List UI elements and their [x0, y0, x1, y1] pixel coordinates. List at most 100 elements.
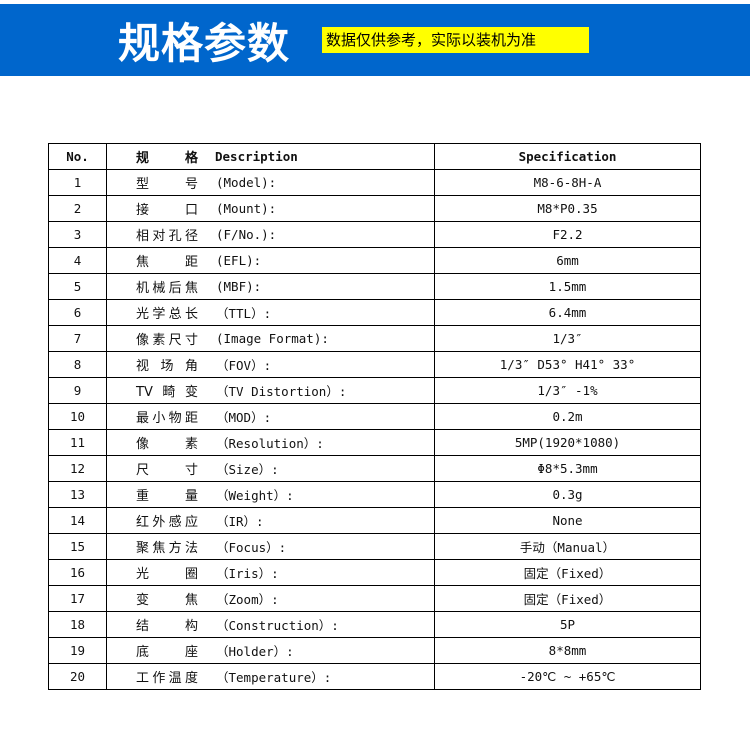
row-spec: 手动（Manual） [434, 533, 701, 560]
row-description: 底座 （Holder）: [106, 637, 435, 664]
table-row: 7 像素尺寸 (Image Format): 1/3″ [48, 325, 701, 352]
header-specification: Specification [434, 143, 701, 170]
row-desc-cn: 光学总长 [136, 307, 198, 322]
table-row: 14 红外感应 （IR）: None [48, 507, 701, 534]
row-desc-en: （Size）: [216, 462, 279, 477]
row-no: 2 [48, 195, 107, 222]
row-no: 1 [48, 169, 107, 196]
row-no: 3 [48, 221, 107, 248]
row-spec: 5P [434, 611, 701, 638]
header-desc-en: Description [215, 149, 298, 164]
row-desc-en: （TV Distortion）: [216, 384, 347, 399]
row-description: 视场角 （FOV）: [106, 351, 435, 378]
row-desc-cn: 机械后焦 [136, 281, 198, 296]
table-row: 16 光圈 （Iris）: 固定（Fixed） [48, 559, 701, 586]
row-spec: 固定（Fixed） [434, 559, 701, 586]
row-description: 光圈 （Iris）: [106, 559, 435, 586]
row-desc-en: (F/No.): [216, 227, 277, 242]
row-description: 工作温度 （Temperature）: [106, 663, 435, 690]
header-description: 规 格 Description [106, 143, 435, 170]
row-spec: 0.2m [434, 403, 701, 430]
row-description: 结构 （Construction）: [106, 611, 435, 638]
row-description: 最小物距 （MOD）: [106, 403, 435, 430]
table-row: 17 变焦 （Zoom）: 固定（Fixed） [48, 585, 701, 612]
table-row: 11 像素 （Resolution）: 5MP(1920*1080) [48, 429, 701, 456]
row-no: 6 [48, 299, 107, 326]
row-description: 光学总长 （TTL）: [106, 299, 435, 326]
row-desc-en: （IR）: [216, 514, 264, 529]
row-spec: 8*8mm [434, 637, 701, 664]
disclaimer-note: 数据仅供参考，实际以装机为准 [322, 27, 589, 53]
row-desc-en: （TTL）: [216, 306, 272, 321]
row-description: 型号 (Model): [106, 169, 435, 196]
row-spec: 0.3g [434, 481, 701, 508]
table-row: 19 底座 （Holder）: 8*8mm [48, 637, 701, 664]
row-desc-cn: 变焦 [136, 593, 198, 608]
row-desc-cn: 像素 [136, 437, 198, 452]
row-no: 18 [48, 611, 107, 638]
row-spec: 1.5mm [434, 273, 701, 300]
row-desc-en: (EFL): [216, 253, 262, 268]
table-row: 4 焦距 (EFL): 6mm [48, 247, 701, 274]
row-desc-cn: 聚焦方法 [136, 541, 198, 556]
table-row: 10 最小物距 （MOD）: 0.2m [48, 403, 701, 430]
row-no: 15 [48, 533, 107, 560]
row-desc-en: (Model): [216, 175, 277, 190]
row-desc-cn: 结构 [136, 619, 198, 634]
row-description: 重量 （Weight）: [106, 481, 435, 508]
row-no: 13 [48, 481, 107, 508]
row-no: 12 [48, 455, 107, 482]
row-spec: 1/3″ -1% [434, 377, 701, 404]
table-header-row: No. 规 格 Description Specification [48, 143, 701, 170]
row-desc-en: （Temperature）: [216, 670, 332, 685]
table-row: 1 型号 (Model): M8-6-8H-A [48, 169, 701, 196]
row-no: 14 [48, 507, 107, 534]
table-row: 6 光学总长 （TTL）: 6.4mm [48, 299, 701, 326]
row-desc-cn: 焦距 [136, 255, 198, 270]
row-description: 相对孔径 (F/No.): [106, 221, 435, 248]
row-description: TV畸变 （TV Distortion）: [106, 377, 435, 404]
header-desc-cn: 规 格 [136, 151, 198, 166]
row-no: 8 [48, 351, 107, 378]
row-no: 10 [48, 403, 107, 430]
row-desc-en: （Holder）: [216, 644, 294, 659]
row-desc-en: （Weight）: [216, 488, 294, 503]
row-desc-en: (Mount): [216, 201, 277, 216]
row-desc-cn: 像素尺寸 [136, 333, 198, 348]
table-row: 9 TV畸变 （TV Distortion）: 1/3″ -1% [48, 377, 701, 404]
row-desc-en: (MBF): [216, 279, 262, 294]
row-desc-cn: 底座 [136, 645, 198, 660]
row-no: 17 [48, 585, 107, 612]
row-desc-cn: 光圈 [136, 567, 198, 582]
table-row: 20 工作温度 （Temperature）: -20℃ ~ +65℃ [48, 663, 701, 690]
row-desc-en: （FOV）: [216, 358, 272, 373]
row-description: 像素 （Resolution）: [106, 429, 435, 456]
table-row: 12 尺寸 （Size）: Φ8*5.3mm [48, 455, 701, 482]
row-no: 9 [48, 377, 107, 404]
row-desc-cn: 最小物距 [136, 411, 198, 426]
row-spec: None [434, 507, 701, 534]
row-desc-cn: 红外感应 [136, 515, 198, 530]
header-no: No. [48, 143, 107, 170]
row-desc-en: （Zoom）: [216, 592, 279, 607]
row-desc-cn: 工作温度 [136, 671, 198, 686]
table-row: 2 接口 (Mount): M8*P0.35 [48, 195, 701, 222]
row-spec: M8*P0.35 [434, 195, 701, 222]
row-spec: 6mm [434, 247, 701, 274]
row-description: 聚焦方法 （Focus）: [106, 533, 435, 560]
row-no: 11 [48, 429, 107, 456]
row-spec: F2.2 [434, 221, 701, 248]
row-spec: 1/3″ [434, 325, 701, 352]
row-description: 机械后焦 (MBF): [106, 273, 435, 300]
row-desc-en: （Construction）: [216, 618, 339, 633]
row-no: 4 [48, 247, 107, 274]
row-no: 19 [48, 637, 107, 664]
row-description: 像素尺寸 (Image Format): [106, 325, 435, 352]
table-row: 15 聚焦方法 （Focus）: 手动（Manual） [48, 533, 701, 560]
row-desc-cn: 尺寸 [136, 463, 198, 478]
row-spec: -20℃ ~ +65℃ [434, 663, 701, 690]
row-description: 尺寸 （Size）: [106, 455, 435, 482]
table-row: 8 视场角 （FOV）: 1/3″ D53° H41° 33° [48, 351, 701, 378]
row-desc-en: (Image Format): [216, 331, 329, 346]
row-spec: 5MP(1920*1080) [434, 429, 701, 456]
